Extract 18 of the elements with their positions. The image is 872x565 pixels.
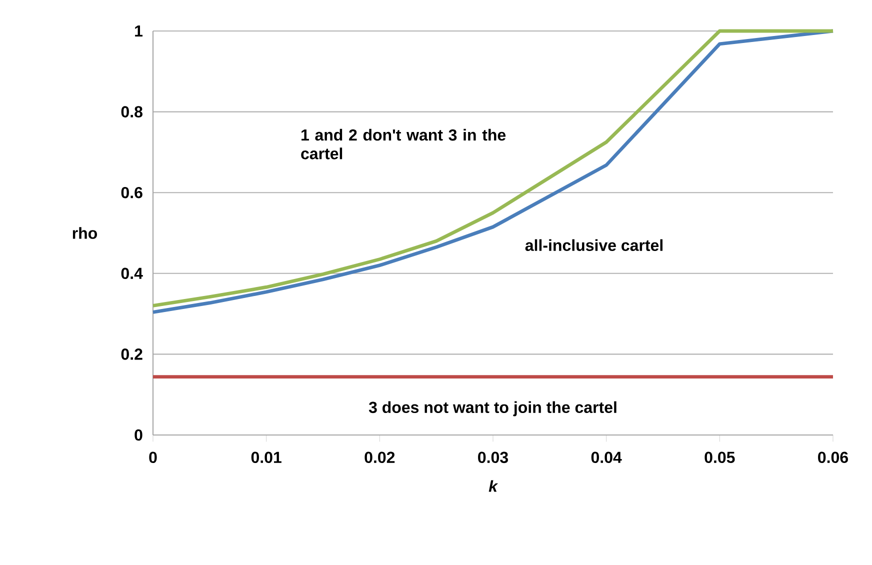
annotation: 3 does not want to join the cartel (368, 401, 616, 416)
x-tick-label: 0.03 (478, 452, 508, 464)
y-tick-label: 0.2 (121, 348, 142, 360)
x-tick-label: 0.04 (591, 452, 622, 464)
x-tick-label: 0 (149, 452, 157, 464)
x-axis-title: k (488, 480, 498, 492)
x-tick-label: 0.02 (364, 452, 395, 464)
y-tick-label: 0 (134, 429, 142, 441)
y-axis-title: rho (72, 227, 97, 239)
x-tick-label: 0.01 (251, 452, 282, 464)
annotation: 1 and 2 don't want 3 in the cartel (301, 128, 506, 160)
annotation: all-inclusive cartel (525, 239, 662, 251)
x-tick-label: 0.06 (818, 452, 848, 464)
y-tick-label: 0.8 (121, 106, 142, 118)
y-tick-label: 0.6 (121, 186, 142, 198)
y-tick-label: 1 (135, 26, 143, 37)
x-tick-label: 0.05 (704, 452, 735, 464)
y-tick-label: 0.4 (121, 268, 143, 280)
